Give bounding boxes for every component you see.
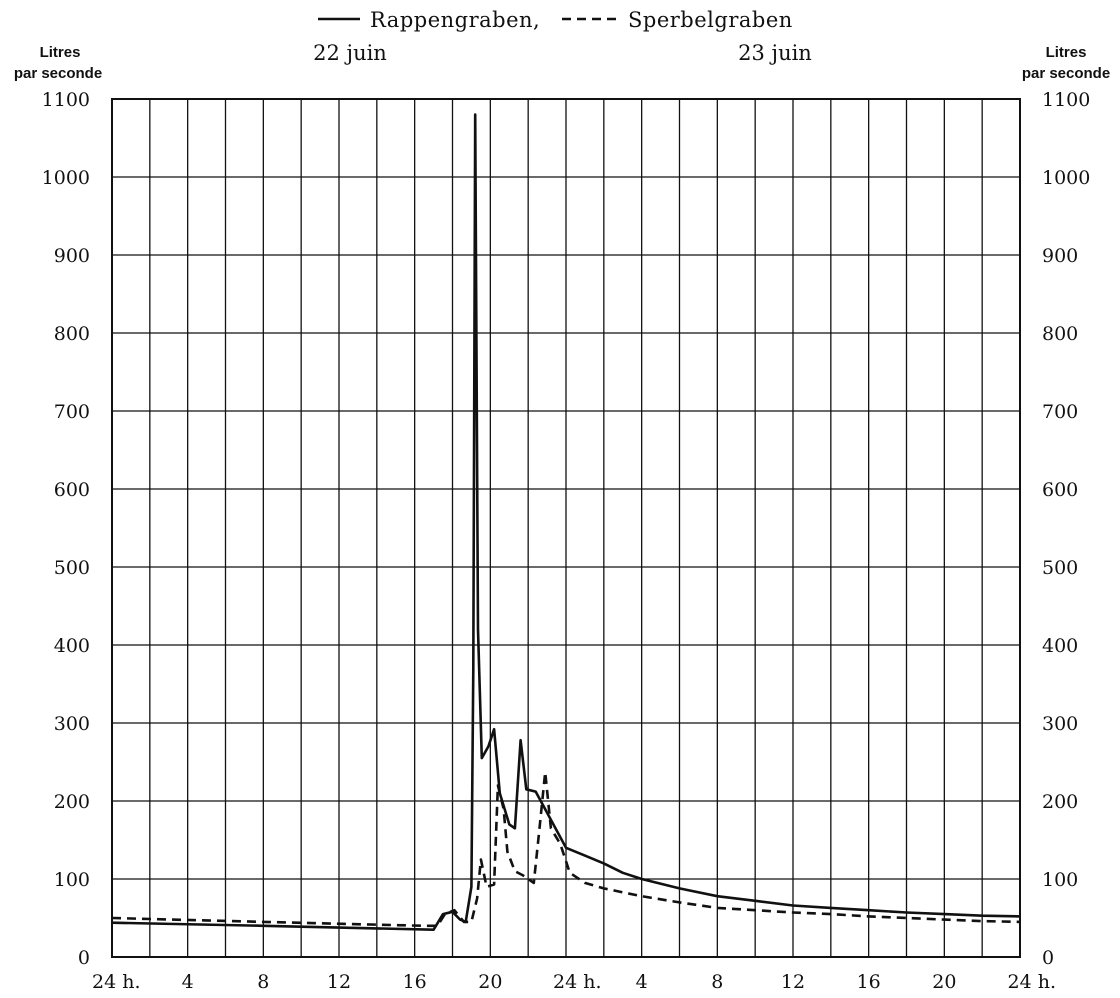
legend-label-sperbelgraben: Sperbelgraben bbox=[628, 8, 793, 32]
y-tick-label-left: 900 bbox=[54, 245, 90, 267]
date-label-day1: 22 juin bbox=[313, 41, 387, 65]
x-tick-label: 12 bbox=[781, 971, 805, 993]
grid bbox=[112, 99, 1020, 957]
x-tick-label: 4 bbox=[636, 971, 648, 993]
plot-frame bbox=[111, 98, 1021, 958]
y-tick-label-right: 400 bbox=[1042, 635, 1078, 657]
y-tick-labels-right: 0 100 200 300 400 500 600 700 800 900 1000 1100 bbox=[1042, 89, 1090, 969]
y-tick-label-right: 100 bbox=[1042, 869, 1078, 891]
y-tick-label-left: 200 bbox=[54, 791, 90, 813]
y-tick-label-left: 500 bbox=[54, 557, 90, 579]
x-tick-labels: 24 h. 4 8 12 16 20 24 h. 4 8 12 16 20 24 h. bbox=[92, 971, 1056, 993]
y-tick-label-left: 400 bbox=[54, 635, 90, 657]
series-line-sperbelgraben bbox=[111, 770, 1021, 928]
x-tick-label: 24 h. bbox=[1008, 971, 1057, 993]
y-tick-label-right: 0 bbox=[1042, 947, 1054, 969]
y-tick-label-left: 800 bbox=[54, 323, 90, 345]
y-tick-label-left: 0 bbox=[78, 947, 90, 969]
y-tick-label-left: 100 bbox=[54, 869, 90, 891]
x-tick-label: 24 h. bbox=[92, 971, 141, 993]
y-tick-label-right: 300 bbox=[1042, 713, 1078, 735]
y-tick-label-left: 300 bbox=[54, 713, 90, 735]
x-tick-label: 24 h. bbox=[553, 971, 602, 993]
date-label-day2: 23 juin bbox=[738, 41, 812, 65]
y-tick-label-right: 1000 bbox=[1042, 167, 1090, 189]
x-tick-label: 16 bbox=[857, 971, 881, 993]
legend-label-rappengraben: Rappengraben, bbox=[370, 8, 540, 32]
y-tick-label-left: 1100 bbox=[42, 89, 90, 111]
y-axis-title-left-line1: Litres bbox=[40, 44, 81, 61]
y-tick-label-right: 800 bbox=[1042, 323, 1078, 345]
x-tick-label: 16 bbox=[403, 971, 427, 993]
y-tick-labels-left: 0 100 200 300 400 500 600 700 800 900 1000 1100 bbox=[42, 89, 90, 969]
x-tick-label: 8 bbox=[711, 971, 723, 993]
y-tick-label-right: 1100 bbox=[1042, 89, 1090, 111]
x-tick-label: 12 bbox=[327, 971, 351, 993]
y-tick-label-left: 600 bbox=[54, 479, 90, 501]
x-tick-label: 20 bbox=[478, 971, 502, 993]
series bbox=[111, 113, 1021, 931]
y-tick-label-right: 600 bbox=[1042, 479, 1078, 501]
x-tick-label: 8 bbox=[257, 971, 269, 993]
legend: Rappengraben, Sperbelgraben bbox=[318, 8, 793, 32]
y-tick-label-left: 1000 bbox=[42, 167, 90, 189]
x-tick-label: 20 bbox=[932, 971, 956, 993]
y-tick-label-right: 900 bbox=[1042, 245, 1078, 267]
y-tick-label-right: 200 bbox=[1042, 791, 1078, 813]
y-axis-title-right-line1: Litres bbox=[1046, 44, 1087, 61]
y-tick-label-left: 700 bbox=[54, 401, 90, 423]
y-axis-title-right-line2: par seconde bbox=[1022, 65, 1110, 82]
x-tick-label: 4 bbox=[182, 971, 194, 993]
y-tick-label-right: 700 bbox=[1042, 401, 1078, 423]
y-tick-label-right: 500 bbox=[1042, 557, 1078, 579]
y-axis-title-left-line2: par seconde bbox=[14, 65, 102, 82]
